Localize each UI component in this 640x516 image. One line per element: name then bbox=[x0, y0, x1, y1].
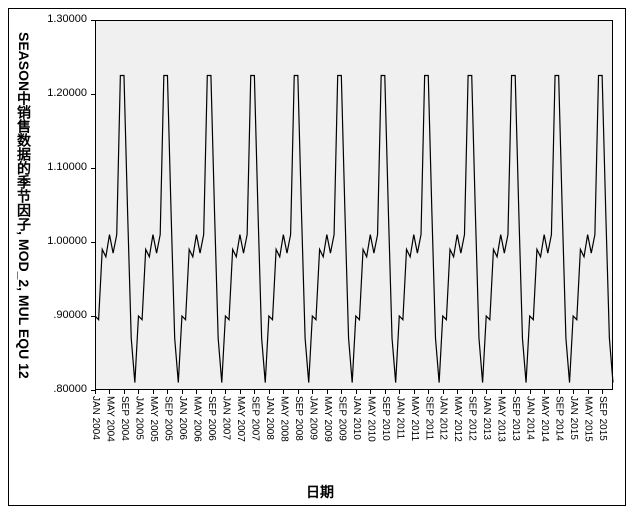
x-tick-label: SEP 2007 bbox=[249, 396, 260, 441]
x-tick-mark bbox=[370, 390, 371, 394]
x-tick-mark bbox=[298, 390, 299, 394]
x-tick-label: MAY 2007 bbox=[235, 396, 246, 442]
x-tick-mark bbox=[588, 390, 589, 394]
x-tick-mark bbox=[182, 390, 183, 394]
x-tick-label: MAY 2009 bbox=[322, 396, 333, 442]
x-tick-mark bbox=[530, 390, 531, 394]
x-tick-label: JAN 2011 bbox=[394, 396, 405, 439]
y-tick-mark bbox=[91, 168, 95, 169]
x-tick-mark bbox=[428, 390, 429, 394]
x-tick-mark bbox=[399, 390, 400, 394]
x-tick-label: JAN 2010 bbox=[351, 396, 362, 440]
x-tick-mark bbox=[515, 390, 516, 394]
y-tick-mark bbox=[91, 20, 95, 21]
x-tick-mark bbox=[95, 390, 96, 394]
x-tick-mark bbox=[602, 390, 603, 394]
x-tick-label: MAY 2010 bbox=[365, 396, 376, 442]
x-tick-label: JAN 2013 bbox=[481, 396, 492, 440]
x-tick-mark bbox=[153, 390, 154, 394]
y-tick-label: 1.10000 bbox=[37, 161, 87, 173]
x-tick-mark bbox=[457, 390, 458, 394]
x-tick-mark bbox=[312, 390, 313, 394]
x-tick-mark bbox=[327, 390, 328, 394]
x-tick-mark bbox=[283, 390, 284, 394]
x-tick-mark bbox=[472, 390, 473, 394]
x-tick-label: SEP 2010 bbox=[380, 396, 391, 441]
x-tick-label: JAN 2009 bbox=[307, 396, 318, 440]
x-tick-label: MAY 2013 bbox=[496, 396, 507, 442]
x-tick-label: SEP 2004 bbox=[119, 396, 130, 441]
x-tick-mark bbox=[356, 390, 357, 394]
x-tick-mark bbox=[167, 390, 168, 394]
x-tick-label: JAN 2005 bbox=[133, 396, 144, 440]
y-tick-label: 1.00000 bbox=[37, 235, 87, 247]
x-tick-mark bbox=[211, 390, 212, 394]
x-tick-label: JAN 2015 bbox=[568, 396, 579, 440]
x-tick-mark bbox=[240, 390, 241, 394]
x-tick-label: SEP 2014 bbox=[554, 396, 565, 441]
x-tick-label: MAY 2004 bbox=[104, 396, 115, 442]
x-tick-label: MAY 2011 bbox=[409, 396, 420, 441]
x-tick-mark bbox=[109, 390, 110, 394]
x-tick-mark bbox=[138, 390, 139, 394]
x-tick-label: SEP 2011 bbox=[423, 396, 434, 440]
y-tick-mark bbox=[91, 94, 95, 95]
x-tick-mark bbox=[269, 390, 270, 394]
x-tick-label: MAY 2015 bbox=[583, 396, 594, 442]
x-tick-mark bbox=[341, 390, 342, 394]
x-tick-label: JAN 2004 bbox=[90, 396, 101, 440]
x-tick-mark bbox=[254, 390, 255, 394]
x-tick-mark bbox=[501, 390, 502, 394]
y-tick-label: 1.20000 bbox=[37, 87, 87, 99]
x-tick-mark bbox=[573, 390, 574, 394]
x-tick-label: SEP 2015 bbox=[597, 396, 608, 441]
x-tick-label: MAY 2012 bbox=[452, 396, 463, 442]
y-tick-label: .80000 bbox=[37, 383, 87, 395]
y-tick-mark bbox=[91, 242, 95, 243]
x-tick-label: MAY 2005 bbox=[148, 396, 159, 442]
x-tick-mark bbox=[486, 390, 487, 394]
x-tick-label: SEP 2009 bbox=[336, 396, 347, 441]
x-tick-label: SEP 2013 bbox=[510, 396, 521, 441]
x-tick-label: JAN 2012 bbox=[438, 396, 449, 440]
x-tick-label: SEP 2012 bbox=[467, 396, 478, 441]
x-tick-label: SEP 2006 bbox=[206, 396, 217, 441]
x-tick-label: JAN 2014 bbox=[525, 396, 536, 440]
x-tick-mark bbox=[544, 390, 545, 394]
y-tick-label: .90000 bbox=[37, 309, 87, 321]
x-tick-label: SEP 2008 bbox=[293, 396, 304, 441]
y-tick-label: 1.30000 bbox=[37, 13, 87, 25]
x-tick-label: JAN 2007 bbox=[220, 396, 231, 440]
series-line bbox=[95, 76, 613, 383]
x-tick-label: JAN 2006 bbox=[177, 396, 188, 440]
x-tick-label: JAN 2008 bbox=[264, 396, 275, 440]
x-tick-mark bbox=[414, 390, 415, 394]
x-tick-label: MAY 2014 bbox=[539, 396, 550, 442]
x-tick-mark bbox=[443, 390, 444, 394]
x-tick-label: SEP 2005 bbox=[162, 396, 173, 441]
x-tick-label: MAY 2006 bbox=[191, 396, 202, 442]
chart-container: SEASON中销售数据的季节因子, MOD_2, MUL EQU 12 日期 .… bbox=[0, 0, 640, 516]
x-tick-mark bbox=[124, 390, 125, 394]
x-tick-label: MAY 2008 bbox=[278, 396, 289, 442]
y-tick-mark bbox=[91, 316, 95, 317]
x-tick-mark bbox=[385, 390, 386, 394]
x-tick-mark bbox=[225, 390, 226, 394]
x-tick-mark bbox=[559, 390, 560, 394]
x-tick-mark bbox=[196, 390, 197, 394]
